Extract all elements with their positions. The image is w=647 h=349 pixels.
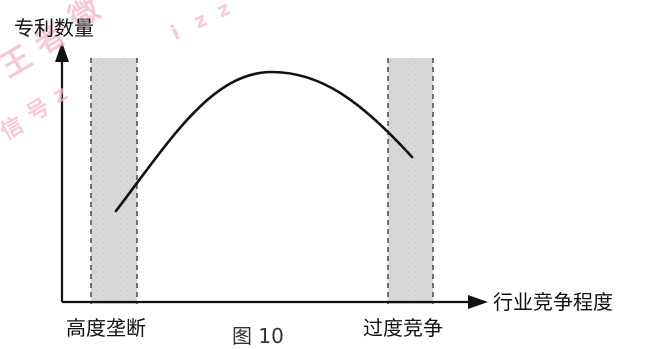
left-band-label: 高度垄断 — [66, 316, 146, 340]
x-axis-label: 行业竞争程度 — [493, 290, 613, 314]
x-axis-arrowhead — [468, 295, 488, 309]
y-axis-arrowhead — [55, 42, 69, 62]
inverted-u-curve — [114, 70, 414, 213]
left-shaded-band — [91, 58, 137, 304]
right-band-label: 过度竞争 — [363, 316, 443, 340]
right-shaded-band — [388, 58, 433, 304]
y-axis-label: 专利数量 — [14, 16, 94, 40]
figure-caption: 图 10 — [232, 324, 284, 348]
diagram-svg — [55, 42, 488, 309]
